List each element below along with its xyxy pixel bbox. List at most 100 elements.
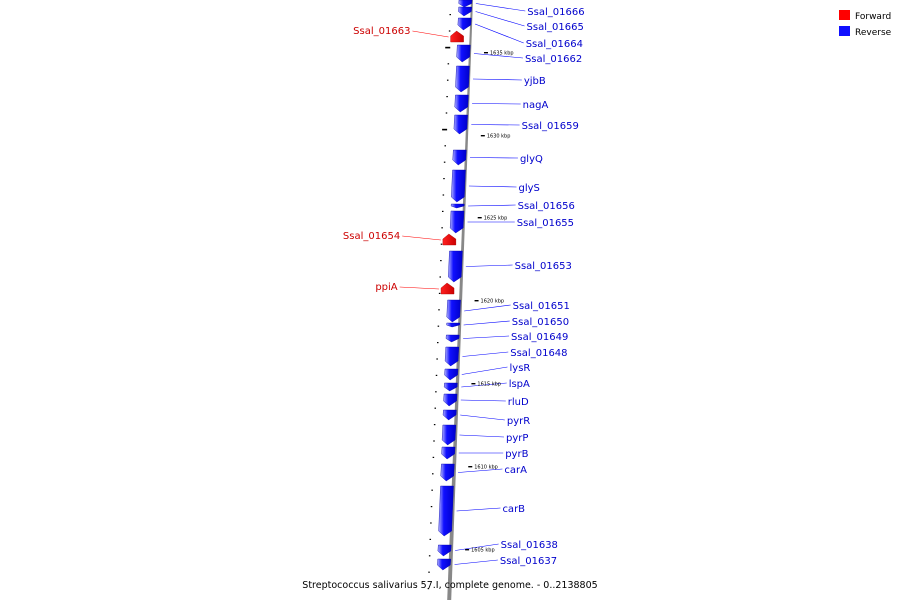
tick-mark <box>446 96 448 98</box>
reverse-gene-block <box>437 544 452 557</box>
reverse-gene-block <box>445 334 460 343</box>
kbp-tick <box>468 466 473 468</box>
tick-mark <box>427 588 430 590</box>
gene-leader-line <box>470 157 518 159</box>
reverse-gene-label: Ssal_01638 <box>501 540 558 551</box>
reverse-gene-label: Ssal_01662 <box>525 54 582 65</box>
reverse-gene-block <box>443 393 458 407</box>
tick-mark <box>443 178 445 180</box>
forward-gene-label: Ssal_01663 <box>353 26 410 37</box>
gene-leader-line <box>454 559 498 565</box>
tick-mark <box>438 309 440 311</box>
tick-mark <box>446 79 449 81</box>
reverse-gene-block <box>438 485 454 537</box>
reverse-gene-block <box>458 0 473 8</box>
gene-leader-line <box>473 53 523 59</box>
reverse-gene-block <box>450 203 465 209</box>
reverse-gene-block <box>448 250 463 283</box>
reverse-gene-block <box>441 446 456 460</box>
gene-leader-line <box>463 320 510 326</box>
tick-mark <box>430 522 432 524</box>
gene-leader-line <box>464 304 511 312</box>
kbp-label: 1615 kbp <box>477 382 501 388</box>
kbp-tick <box>477 217 482 219</box>
tick-mark <box>442 128 448 131</box>
gene-leader-line <box>402 235 441 241</box>
tick-mark <box>435 374 438 376</box>
gene-leader-line <box>458 468 503 473</box>
reverse-gene-label: Ssal_01655 <box>517 218 574 229</box>
reverse-gene-label: rluD <box>508 397 529 408</box>
reverse-gene-label: nagA <box>523 100 549 111</box>
reverse-gene-block <box>444 346 460 367</box>
kbp-tick <box>471 383 476 385</box>
reverse-gene-label: lysR <box>510 363 531 374</box>
legend-forward-label: Forward <box>855 12 891 22</box>
reverse-gene-label: Ssal_01649 <box>511 332 568 343</box>
tick-mark <box>443 161 446 163</box>
reverse-gene-block <box>458 6 472 17</box>
reverse-gene-label: yjbB <box>524 76 546 87</box>
reverse-gene-block <box>449 210 465 234</box>
forward-gene-block <box>442 233 457 246</box>
reverse-gene-block <box>453 114 468 135</box>
forward-gene-label: Ssal_01654 <box>343 231 400 242</box>
reverse-gene-block <box>456 44 471 63</box>
forward-gene-label: ppiA <box>375 282 397 293</box>
legend-forward-swatch <box>839 10 850 20</box>
reverse-gene-block <box>452 149 467 166</box>
reverse-gene-block <box>437 558 451 571</box>
gene-leader-line <box>412 30 449 38</box>
gene-leader-line <box>461 382 507 388</box>
kbp-label: 1605 kbp <box>471 548 495 554</box>
gene-leader-line <box>471 124 520 126</box>
gene-leader-line <box>455 543 499 551</box>
reverse-gene-label: glyQ <box>520 154 543 165</box>
reverse-gene-label: pyrP <box>506 433 528 444</box>
tick-mark <box>432 456 435 458</box>
tick-mark <box>440 260 442 262</box>
tick-mark <box>438 292 441 294</box>
reverse-gene-label: Ssal_01648 <box>510 348 567 359</box>
legend: Forward Reverse <box>839 10 892 38</box>
reverse-gene-label: Ssal_01653 <box>515 261 572 272</box>
gene-leader-line <box>468 204 516 207</box>
tick-mark <box>440 243 443 245</box>
kbp-tick <box>465 549 470 551</box>
tick-mark <box>429 538 432 540</box>
forward-gene-block <box>450 30 464 43</box>
kbp-label: 1635 kbp <box>490 51 514 57</box>
gene-leader-line <box>472 78 522 81</box>
tick-mark <box>441 227 443 229</box>
kbp-labels: 1635 kbp 1630 kbp 1625 kbp 1620 kbp 1615 kbp… <box>465 51 514 554</box>
gene-leader-line <box>456 507 501 512</box>
gene-leader-line <box>475 11 525 27</box>
reverse-gene-label: Ssal_01659 <box>522 121 579 132</box>
tick-marks <box>427 14 451 590</box>
gene-leader-line <box>460 414 505 421</box>
reverse-gene-label: Ssal_01650 <box>512 317 569 328</box>
tick-mark <box>449 14 451 16</box>
reverse-gene-label: pyrB <box>505 449 528 460</box>
kbp-tick <box>474 300 479 302</box>
reverse-gene-label: Ssal_01664 <box>526 39 583 50</box>
tick-mark <box>432 473 434 475</box>
tick-mark <box>444 145 446 147</box>
reverse-gene-block <box>444 368 459 381</box>
reverse-gene-label: lspA <box>509 379 530 390</box>
tick-mark <box>428 571 430 573</box>
gene-labels: Ssal_01666 Ssal_01665 Ssal_01664 Ssal_01662… <box>343 3 585 567</box>
reverse-gene-block <box>451 169 466 203</box>
tick-mark <box>439 276 441 278</box>
gene-leader-line <box>468 185 517 188</box>
reverse-gene-block <box>440 463 455 482</box>
reverse-gene-block <box>441 424 457 446</box>
tick-mark <box>437 342 439 344</box>
reverse-gene-label: pyrR <box>507 416 530 427</box>
tick-mark <box>436 358 438 360</box>
reverse-gene-label: Ssal_01651 <box>513 301 570 312</box>
reverse-gene-block <box>446 322 460 328</box>
tick-mark <box>433 424 436 426</box>
tick-mark <box>433 440 435 442</box>
reverse-gene-label: glyS <box>519 183 540 194</box>
